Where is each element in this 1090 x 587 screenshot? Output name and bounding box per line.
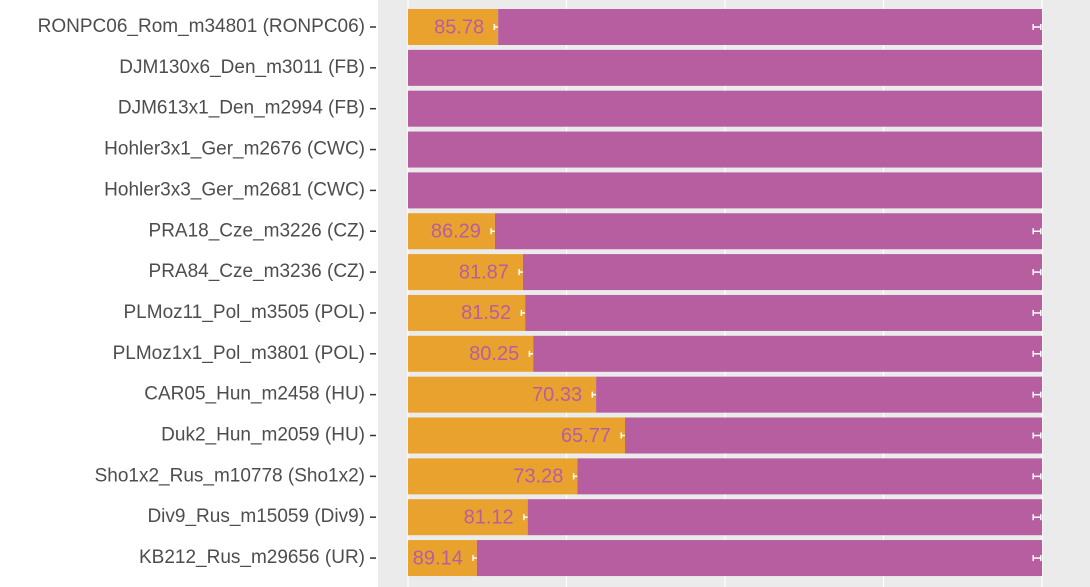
y-tick-label: DJM130x6_Den_m3011 (FB) (119, 57, 365, 78)
plot-background (378, 0, 1090, 587)
bar-segment (625, 417, 1043, 454)
error-bar (1032, 555, 1042, 562)
bar-segment (525, 294, 1043, 331)
error-bar (1032, 432, 1042, 439)
bar-segment (577, 458, 1043, 495)
y-tick-label: DJM613x1_Den_m2994 (FB) (118, 98, 365, 119)
value-label: 86.29 (431, 221, 481, 243)
y-tick-label: PLMoz11_Pol_m3505 (POL) (124, 302, 366, 323)
bar-segment (527, 499, 1043, 536)
bar-segment (407, 172, 1043, 209)
value-label: 81.87 (459, 261, 509, 283)
error-bar (1032, 269, 1042, 276)
y-tick-label: Div9_Rus_m15059 (Div9) (147, 506, 365, 527)
y-tick-label: PLMoz1x1_Pol_m3801 (POL) (113, 343, 365, 364)
bar-segment (407, 417, 626, 454)
bar-segment (407, 254, 523, 291)
value-label: 70.33 (532, 384, 582, 406)
bar-segment (533, 335, 1043, 372)
error-bar (1032, 309, 1042, 316)
error-bar (1032, 24, 1042, 30)
bar-segment (407, 131, 1043, 168)
error-bar (1032, 514, 1042, 521)
y-tick-label: Sho1x2_Rus_m10778 (Sho1x2) (95, 465, 365, 486)
bar-segment (522, 254, 1043, 291)
bar-segment (407, 458, 578, 495)
value-label: 73.28 (513, 466, 563, 488)
y-tick-label: Hohler3x1_Ger_m2676 (CWC) (104, 139, 365, 160)
y-tick-label: PRA18_Cze_m3226 (CZ) (149, 220, 365, 241)
value-label: 85.78 (434, 16, 484, 38)
bar-segment (407, 335, 534, 372)
bar-segment (407, 499, 528, 536)
bar-segment (476, 540, 1043, 577)
y-tick-label: Duk2_Hun_m2059 (HU) (161, 425, 365, 446)
error-bar (1032, 350, 1042, 357)
y-tick-label: PRA84_Cze_m3236 (CZ) (149, 261, 365, 282)
value-label: 81.12 (464, 506, 514, 528)
bar-segment (407, 376, 597, 413)
y-tick-label: Hohler3x3_Ger_m2681 (CWC) (104, 179, 365, 200)
bar-segment (407, 90, 1043, 127)
error-bar (1032, 228, 1042, 235)
bar-segment (407, 9, 499, 45)
value-label: 65.77 (561, 425, 611, 447)
y-tick-label: RONPC06_Rom_m34801 (RONPC06) (38, 16, 365, 37)
value-label: 89.14 (413, 547, 463, 569)
bar-segment (407, 213, 495, 250)
value-label: 81.52 (461, 302, 511, 324)
bar-segment (596, 376, 1043, 413)
y-tick-label: KB212_Rus_m29656 (UR) (139, 547, 365, 568)
bar-segment (407, 49, 1043, 86)
bar-segment (498, 9, 1043, 45)
bar-segment (407, 540, 477, 577)
y-tick-label: CAR05_Hun_m2458 (HU) (144, 384, 365, 405)
value-label: 80.25 (469, 343, 519, 365)
bar-segment (494, 213, 1043, 250)
bar-segment (407, 294, 526, 331)
error-bar (1032, 473, 1042, 480)
error-bar (1032, 391, 1042, 398)
